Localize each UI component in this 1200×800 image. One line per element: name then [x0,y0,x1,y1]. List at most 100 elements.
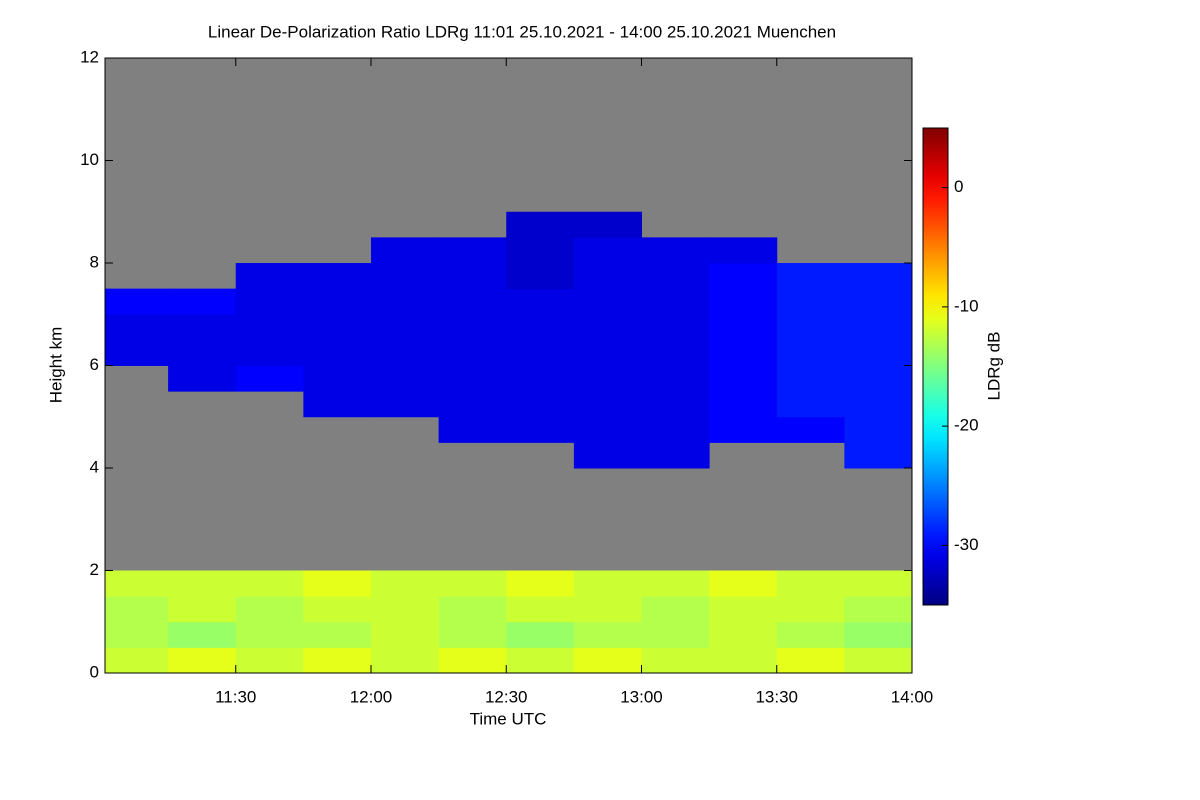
heatmap-cell [776,263,845,290]
heatmap-cell [506,391,575,418]
heatmap-cell [303,391,372,418]
y-tick-label: 0 [90,662,99,681]
heatmap-cell [641,647,710,673]
heatmap-cell [709,416,778,443]
heatmap-cell [370,647,440,673]
heatmap-cell [573,621,642,648]
chart-title: Linear De-Polarization Ratio LDRg 11:01 … [208,22,836,41]
heatmap-cell [438,339,507,366]
heatmap-cell [370,314,440,341]
y-axis-label: Height km [46,327,65,404]
heatmap-cell [844,288,912,315]
heatmap-cell [776,621,845,648]
heatmap-cell [776,288,845,315]
heatmap-cell [506,314,575,341]
x-tick-label: 12:00 [350,687,393,706]
heatmap-cell [235,365,304,392]
heatmap-cell [844,365,912,392]
heatmap-cell [844,570,912,597]
heatmap-cell [438,647,507,673]
heatmap-cell [573,288,642,315]
heatmap-cell [573,365,642,392]
heatmap-cell [573,647,642,673]
colorbar-tick-label: -10 [954,296,979,315]
heatmap-cell [844,263,912,290]
heatmap-cell [641,596,710,623]
heatmap-cell [776,391,845,418]
heatmap-cell [573,237,642,264]
heatmap-cell [370,365,440,392]
heatmap-cell [776,314,845,341]
heatmap-cell [105,288,169,315]
heatmap-cell [641,391,710,418]
x-axis-label: Time UTC [470,709,547,728]
y-tick-label: 12 [80,47,99,66]
heatmap-cell [303,570,372,597]
heatmap-cell [573,442,642,469]
heatmap-cell [709,647,778,673]
colorbar-label: LDRg dB [984,332,1003,401]
heatmap-cell [709,596,778,623]
heatmap-cell [370,391,440,418]
heatmap-cell [709,339,778,366]
y-tick-label: 2 [90,560,99,579]
colorbar [922,127,949,606]
heatmap-cell [709,263,778,290]
heatmap-cell [235,314,304,341]
heatmap-cell [776,647,845,673]
heatmap-cell [235,647,304,673]
heatmap-cell [506,339,575,366]
heatmap-cell [168,570,237,597]
x-tick-label: 13:30 [755,687,798,706]
heatmap-cell [506,237,575,264]
heatmap-cell [641,365,710,392]
heatmap-cell [105,621,169,648]
heatmap-cell [438,314,507,341]
heatmap-cell [105,314,169,341]
heatmap-cell [641,442,710,469]
heatmap-cell [370,288,440,315]
heatmap-cell [370,339,440,366]
heatmap-cell [709,237,778,264]
heatmap-cell [776,570,845,597]
x-tick-label: 12:30 [485,687,528,706]
heatmap-cell [506,570,575,597]
heatmap-cell [168,314,237,341]
colorbar-tick-label: 0 [954,177,963,196]
heatmap-cell [641,288,710,315]
heatmap-cell [776,416,845,443]
heatmap-cell [844,647,912,673]
heatmap-cell [573,570,642,597]
heatmap-cell [168,365,237,392]
heatmap-cell [776,365,845,392]
heatmap-cell [438,621,507,648]
heatmap-cell [641,621,710,648]
heatmap-cell [438,391,507,418]
heatmap-cell [641,339,710,366]
heatmap-cell [506,211,575,238]
heatmap-cell [168,596,237,623]
heatmap-cell [235,621,304,648]
heatmap-cell [303,288,372,315]
heatmap-cell [438,570,507,597]
heatmap-cell [506,596,575,623]
heatmap-cell [168,621,237,648]
heatmap-cell [506,263,575,290]
heatmap-cell [844,391,912,418]
heatmap-cell [303,339,372,366]
heatmap-cell [235,596,304,623]
heatmap-cell [235,263,304,290]
heatmap-cell [573,596,642,623]
heatmap-cell [573,263,642,290]
heatmap-cell [105,339,169,366]
heatmap-cell [168,647,237,673]
heatmap-cell [641,416,710,443]
heatmap [105,211,912,673]
heatmap-cell [438,237,507,264]
heatmap-cell [844,339,912,366]
heatmap-cell [573,314,642,341]
heatmap-cell [709,570,778,597]
heatmap-cell [370,263,440,290]
heatmap-cell [235,288,304,315]
